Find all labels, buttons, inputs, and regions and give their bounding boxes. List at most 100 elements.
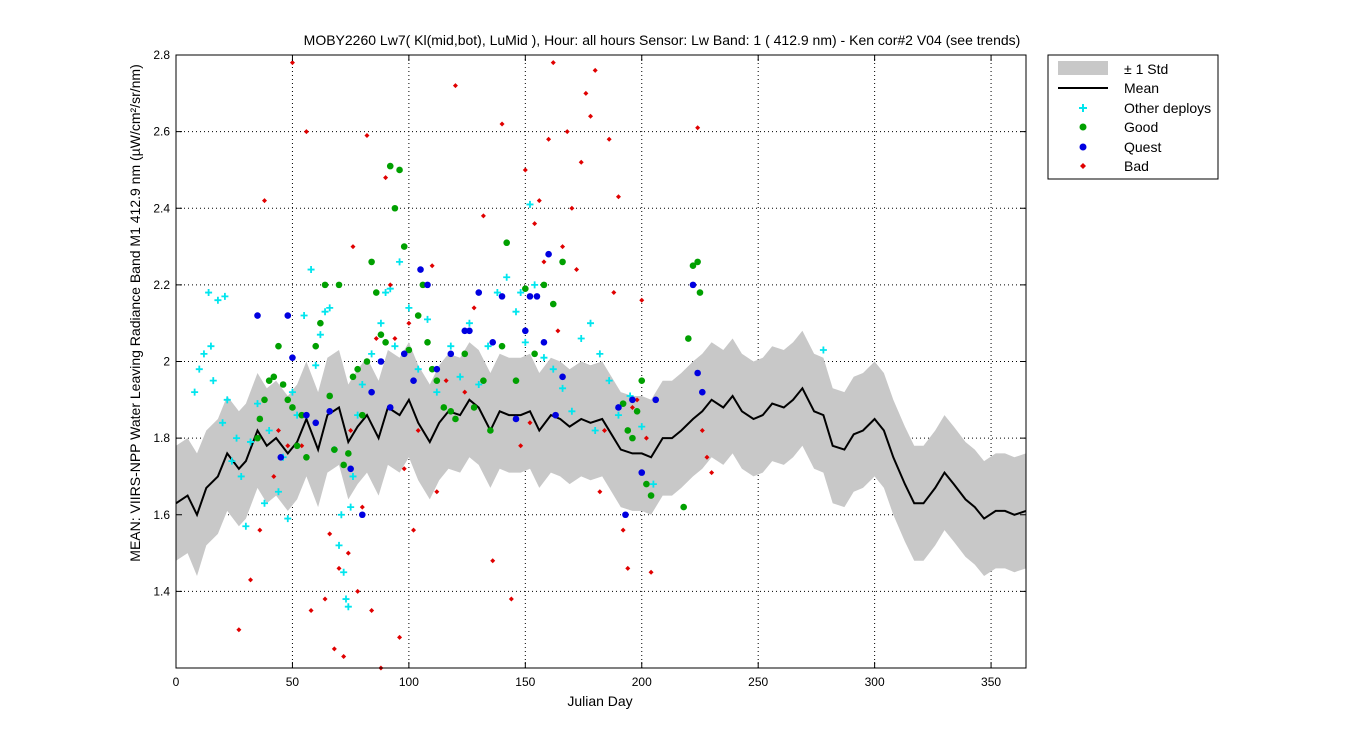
bad-point	[452, 83, 458, 89]
legend-swatch-bad	[1080, 163, 1086, 169]
quest-point	[312, 419, 320, 427]
good-point	[254, 434, 261, 442]
quest-point	[689, 281, 697, 289]
quest-point	[400, 350, 408, 358]
bad-point	[629, 404, 635, 410]
bad-point	[369, 608, 375, 614]
bad-point	[392, 336, 398, 342]
bad-point	[415, 427, 421, 433]
other-deploy-point	[456, 373, 464, 381]
bad-point	[634, 397, 640, 403]
bad-point	[383, 175, 389, 181]
quest-point	[447, 350, 455, 358]
bad-point	[364, 132, 370, 138]
good-point	[503, 239, 510, 247]
bad-point	[588, 113, 594, 119]
other-deploy-point	[200, 350, 208, 358]
y-tick-label: 2.2	[153, 278, 170, 292]
quest-point	[466, 327, 473, 335]
bad-point	[257, 527, 263, 533]
good-point	[405, 346, 413, 354]
other-deploy-point	[531, 281, 539, 289]
good-point	[326, 392, 333, 400]
other-deploy-point	[614, 411, 622, 419]
good-point	[372, 289, 380, 296]
bad-point	[643, 435, 649, 441]
other-deploy-point	[424, 315, 432, 323]
other-deploy-point	[214, 296, 222, 304]
bad-point	[527, 420, 533, 426]
quest-point	[359, 511, 366, 519]
legend-label-mean: Mean	[1124, 80, 1159, 96]
quest-point	[522, 327, 529, 335]
bad-point	[546, 136, 552, 142]
bad-point	[583, 90, 589, 96]
good-point	[293, 442, 301, 450]
good-point	[424, 339, 431, 346]
other-deploy-point	[254, 400, 262, 408]
other-deploy-point	[377, 319, 385, 327]
bad-point	[387, 282, 393, 288]
other-deploy-point	[382, 289, 390, 297]
y-axis-ticks: 1.4 1.6 1.8 2 2.2 2.4 2.6 2.8	[153, 48, 1026, 598]
other-deploy-point	[195, 365, 203, 373]
other-deploy-point	[205, 289, 213, 297]
other-deploy-point	[549, 365, 557, 373]
good-point	[289, 404, 296, 411]
good-point	[619, 400, 627, 407]
y-tick-label: 1.4	[153, 584, 170, 598]
other-deploy-point	[316, 331, 324, 339]
other-deploy-point	[605, 377, 613, 385]
bad-point	[261, 198, 267, 204]
other-deploy-point	[340, 568, 348, 576]
quest-point	[638, 469, 646, 476]
good-point	[419, 281, 427, 289]
other-deploy-point	[503, 273, 511, 281]
bad-point	[434, 489, 440, 495]
good-point	[331, 446, 338, 453]
y-tick-label: 1.6	[153, 508, 170, 522]
good-point	[428, 365, 436, 373]
bad-point	[555, 328, 561, 334]
bad-point	[597, 489, 603, 495]
quest-point	[326, 408, 333, 415]
bad-point	[401, 466, 407, 472]
other-deploy-point	[649, 480, 657, 488]
quest-point	[289, 354, 296, 361]
quest-point	[424, 281, 431, 289]
other-deploy-point	[221, 292, 229, 300]
other-deploy-point	[337, 511, 345, 519]
good-point	[540, 281, 548, 289]
quest-point	[284, 312, 292, 319]
other-deploy-point	[191, 388, 199, 396]
quest-point	[622, 511, 629, 519]
good-point	[386, 162, 394, 170]
other-deploy-point	[638, 423, 646, 431]
bad-point	[303, 129, 309, 135]
bad-point	[429, 263, 435, 269]
bad-point	[639, 297, 645, 303]
other-deploy-point	[540, 354, 548, 362]
bad-point	[299, 443, 305, 449]
good-point	[298, 411, 306, 419]
bad-point	[648, 569, 654, 575]
other-deploy-point	[396, 258, 404, 266]
good-point	[312, 342, 320, 350]
good-point	[382, 339, 389, 346]
good-point	[345, 450, 352, 457]
other-deploy-point	[242, 522, 250, 530]
quest-point	[498, 293, 506, 300]
other-deploy-point	[228, 457, 236, 465]
bad-point	[322, 596, 328, 602]
good-point	[396, 166, 403, 174]
other-deploy-point	[493, 289, 501, 297]
other-deploy-point	[312, 361, 320, 369]
other-deploy-point	[559, 384, 567, 392]
quest-point	[461, 327, 469, 335]
x-tick-label: 250	[748, 675, 768, 689]
good-point	[629, 434, 636, 442]
other-deploy-point	[284, 515, 292, 523]
bad-point	[275, 427, 281, 433]
bad-point	[462, 389, 468, 395]
other-deploy-point	[342, 595, 350, 603]
